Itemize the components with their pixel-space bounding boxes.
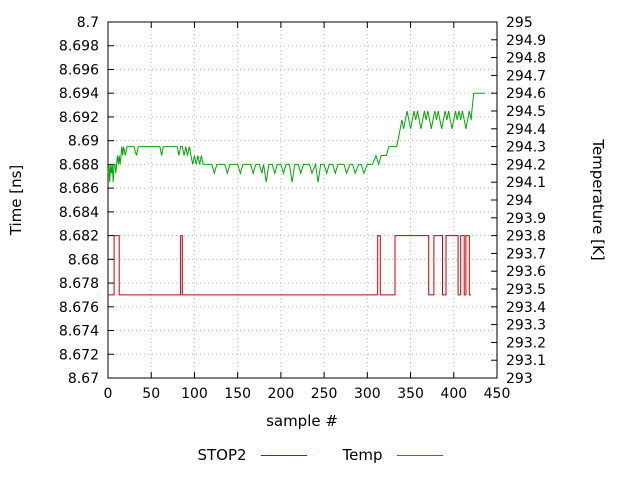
legend-item-stop2: STOP2 <box>197 446 307 464</box>
y-tick-label: 8.674 <box>59 324 99 340</box>
x-axis-title: sample # <box>266 412 338 430</box>
y2-tick-label: 293.4 <box>506 300 546 316</box>
x-tick-label: 250 <box>311 386 338 402</box>
y-tick-label: 8.692 <box>59 110 99 126</box>
legend-line-sample <box>396 454 443 456</box>
legend-label: Temp <box>342 446 383 464</box>
y2-axis-title: Temperature [K] <box>589 139 607 261</box>
y-tick-label: 8.672 <box>59 347 99 363</box>
y-tick-label: 8.698 <box>59 39 99 55</box>
y-tick-label: 8.68 <box>68 252 99 268</box>
y-tick-label: 8.694 <box>59 86 99 102</box>
y2-tick-label: 294.5 <box>506 104 546 120</box>
y2-tick-label: 293.1 <box>506 353 546 369</box>
legend: STOP2 Temp <box>0 446 640 464</box>
series-line-temp <box>107 92 485 183</box>
x-tick-label: 0 <box>104 386 113 402</box>
y2-tick-label: 294.2 <box>506 157 546 173</box>
y2-tick-label: 294.7 <box>506 68 546 84</box>
y-axis-title: Time [ns] <box>7 164 25 236</box>
y2-tick-label: 293.7 <box>506 246 546 262</box>
x-tick-label: 50 <box>142 386 160 402</box>
x-tick-label: 150 <box>224 386 251 402</box>
y-tick-label: 8.7 <box>77 15 99 31</box>
x-tick-label: 400 <box>440 386 467 402</box>
y2-tick-label: 294.6 <box>506 86 546 102</box>
y2-tick-label: 294.1 <box>506 175 546 191</box>
y-tick-label: 8.684 <box>59 205 99 221</box>
legend-item-temp: Temp <box>343 446 443 464</box>
y2-tick-label: 293 <box>506 371 533 387</box>
y-tick-label: 8.676 <box>59 300 99 316</box>
y2-tick-label: 294.9 <box>506 33 546 49</box>
y-tick-label: 8.682 <box>59 229 99 245</box>
x-tick-label: 300 <box>354 386 381 402</box>
legend-label: STOP2 <box>197 446 247 464</box>
x-tick-label: 100 <box>181 386 208 402</box>
y-tick-label: 8.678 <box>59 276 99 292</box>
y2-tick-label: 295 <box>506 15 533 31</box>
series-line-stop2 <box>108 235 472 296</box>
y-tick-label: 8.67 <box>68 371 99 387</box>
y2-tick-label: 293.8 <box>506 229 546 245</box>
y2-tick-label: 293.9 <box>506 211 546 227</box>
y2-tick-label: 293.2 <box>506 335 546 351</box>
y-tick-label: 8.696 <box>59 62 99 78</box>
y-tick-label: 8.686 <box>59 181 99 197</box>
y2-tick-label: 294.8 <box>506 51 546 67</box>
legend-line-sample <box>260 454 307 456</box>
y2-tick-label: 293.5 <box>506 282 546 298</box>
y2-tick-label: 294.4 <box>506 122 546 138</box>
y2-tick-label: 293.6 <box>506 264 546 280</box>
y2-tick-label: 293.3 <box>506 318 546 334</box>
y2-tick-label: 294.3 <box>506 140 546 156</box>
x-tick-label: 450 <box>484 386 511 402</box>
y-tick-label: 8.688 <box>59 157 99 173</box>
y-tick-label: 8.69 <box>68 134 99 150</box>
plot-border <box>107 21 498 379</box>
x-tick-label: 350 <box>397 386 424 402</box>
x-tick-label: 200 <box>268 386 295 402</box>
y2-tick-label: 294 <box>506 193 533 209</box>
